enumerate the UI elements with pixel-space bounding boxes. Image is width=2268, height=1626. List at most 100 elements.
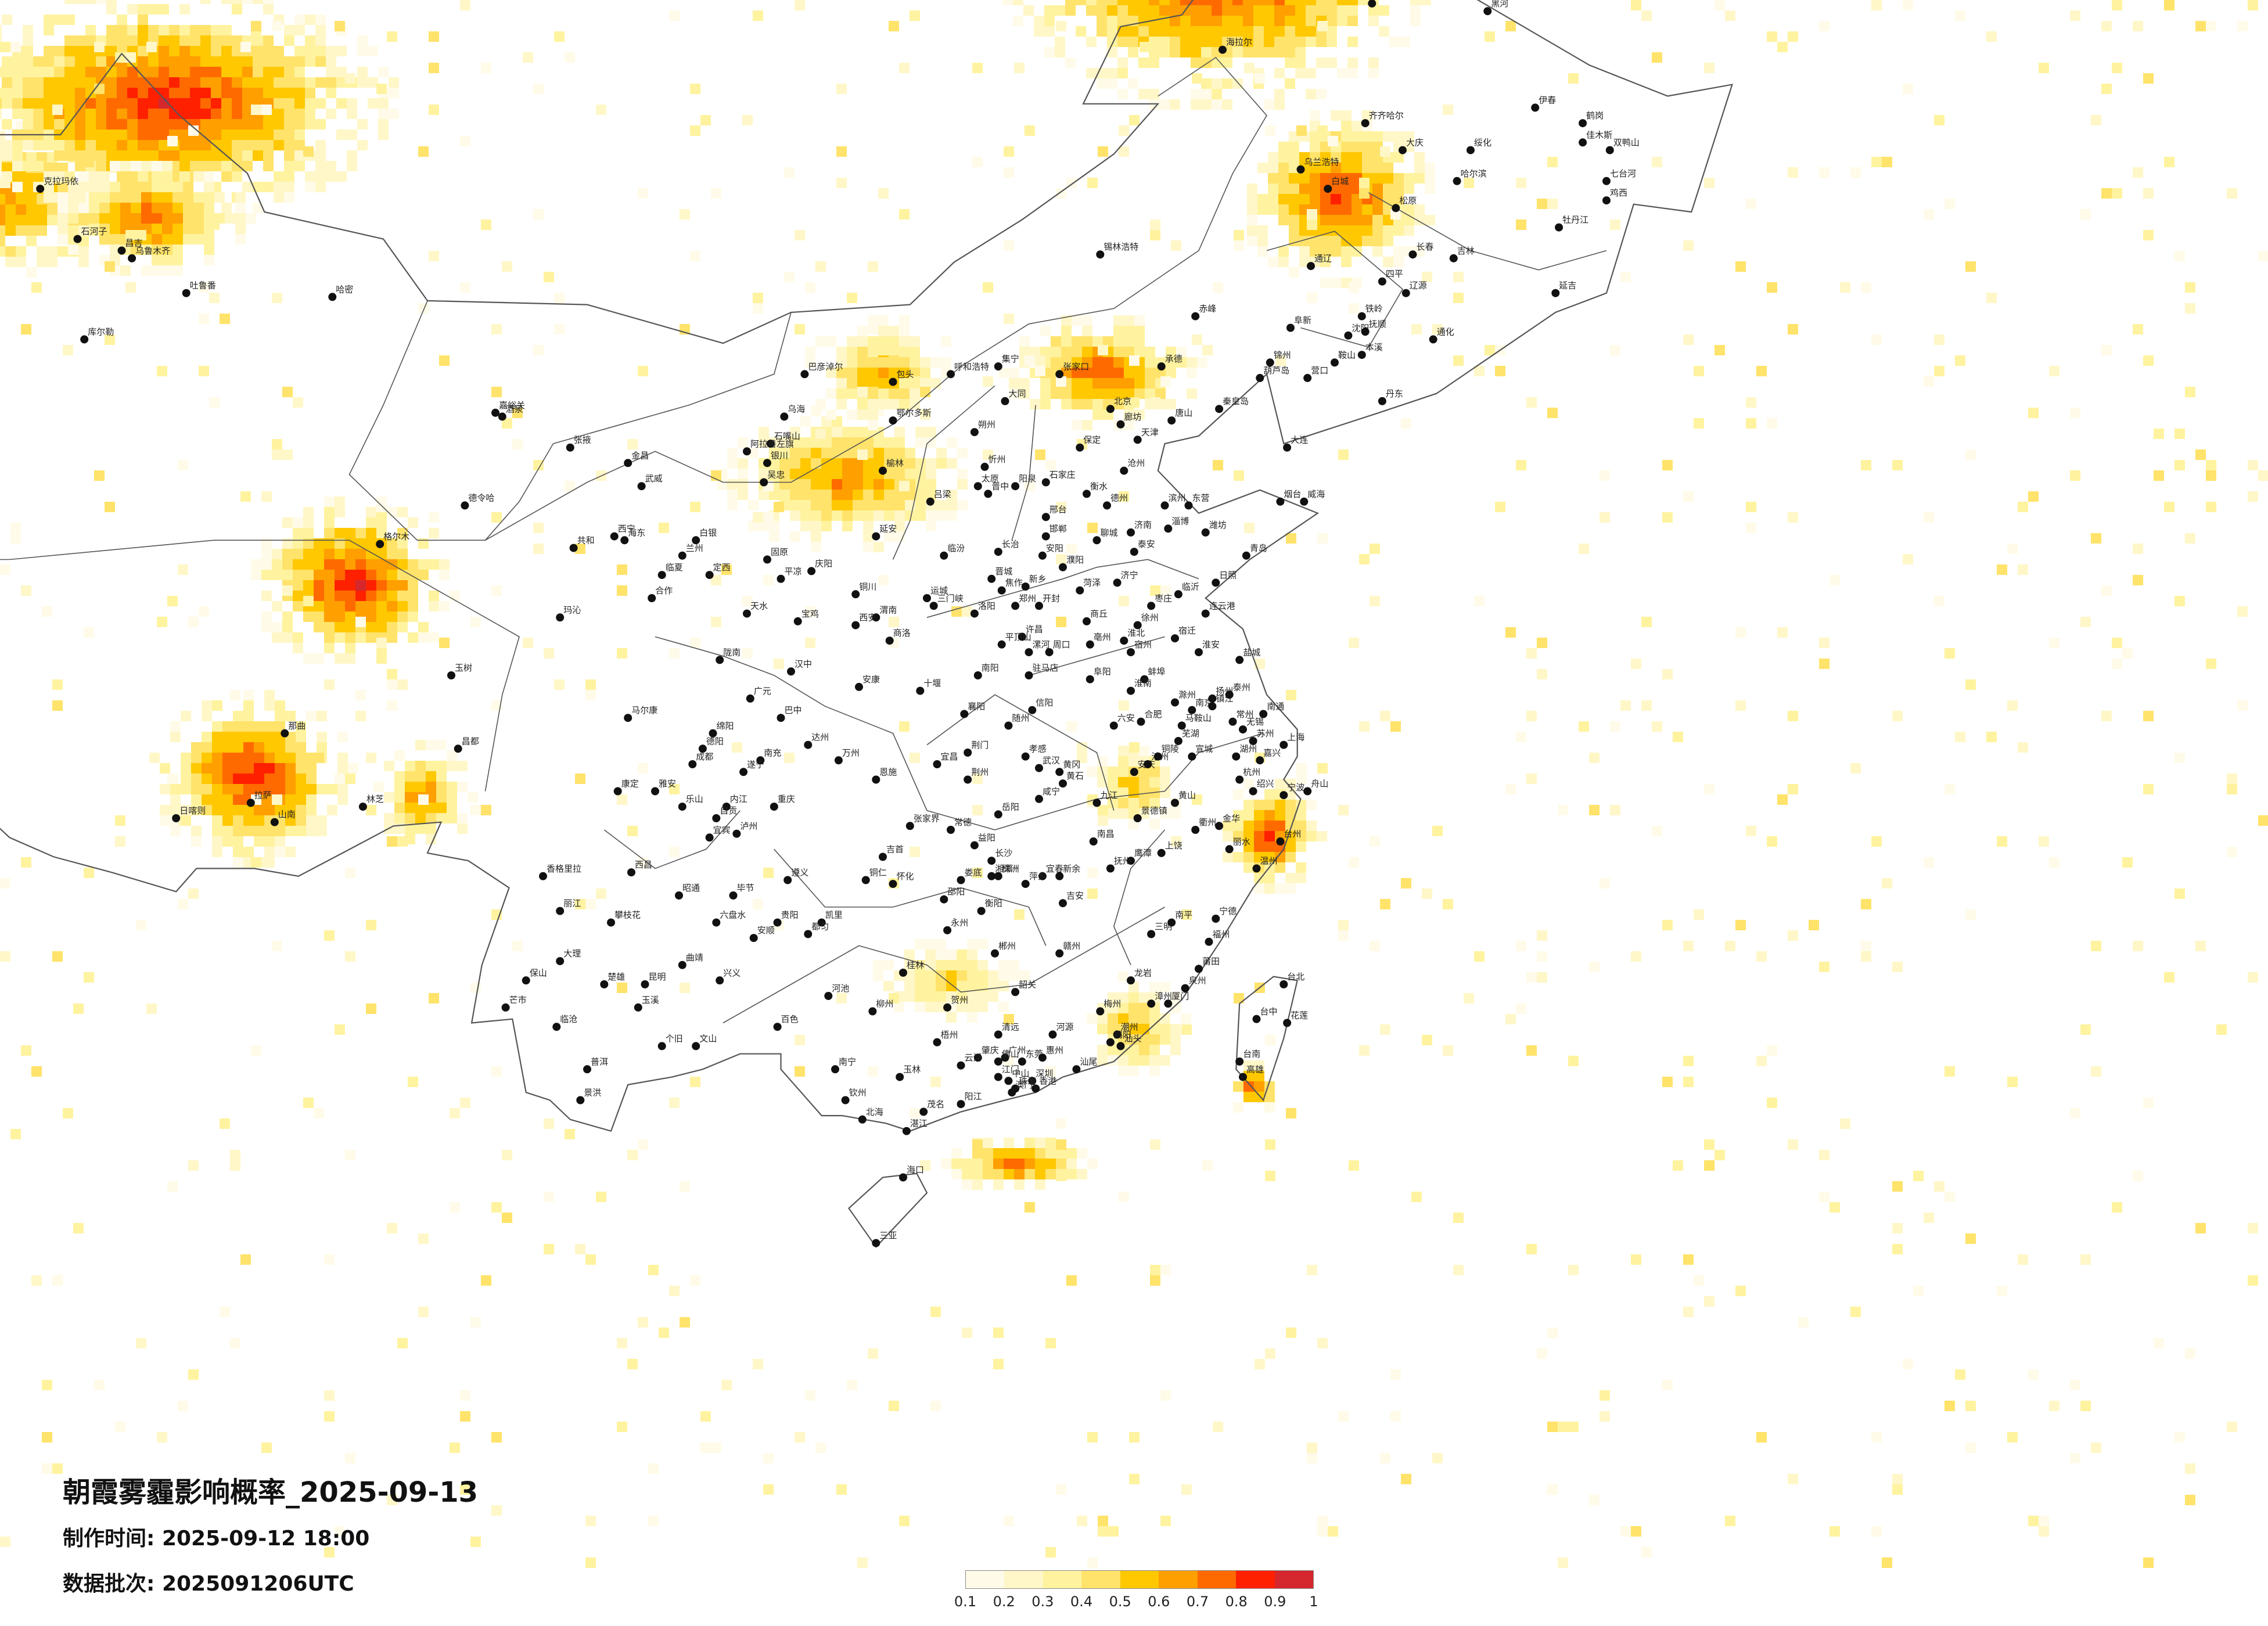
haze-cell (512, 941, 523, 951)
haze-cell (1892, 1181, 1903, 1192)
haze-cell (1181, 1024, 1192, 1035)
city-label: 银川 (771, 450, 788, 461)
haze-cell (1352, 152, 1362, 163)
haze-cell (68, 182, 78, 192)
haze-cell (376, 512, 387, 523)
city-label: 牡丹江 (1562, 215, 1588, 225)
haze-cell (23, 35, 33, 46)
haze-cell (967, 991, 977, 1002)
haze-cell (37, 225, 47, 236)
haze-cell (1362, 152, 1372, 163)
haze-cell (253, 203, 263, 213)
haze-cell (1072, 347, 1082, 357)
haze-cell (284, 150, 294, 161)
haze-cell (910, 336, 920, 347)
haze-cell (972, 1139, 983, 1150)
haze-cell (1349, 282, 1359, 293)
haze-cell (222, 815, 233, 826)
haze-cell (1098, 345, 1108, 355)
haze-cell (211, 67, 221, 77)
haze-cell (1061, 336, 1072, 347)
haze-cell (209, 397, 220, 408)
haze-cell (847, 1380, 857, 1390)
haze-cell (983, 1159, 993, 1169)
haze-cell (23, 77, 33, 88)
city-dot (678, 551, 686, 560)
haze-cell (68, 225, 78, 236)
haze-cell (853, 469, 863, 479)
haze-cell (1620, 700, 1631, 711)
haze-cell (52, 1275, 63, 1286)
haze-cell (1662, 512, 1673, 523)
haze-cell (251, 105, 261, 115)
haze-cell (1128, 787, 1139, 798)
haze-cell (1285, 37, 1295, 47)
haze-cell (1107, 78, 1117, 89)
haze-cell (78, 246, 89, 257)
haze-cell (450, 1202, 460, 1213)
haze-cell (284, 109, 294, 119)
haze-cell (910, 753, 920, 763)
haze-cell (1286, 1108, 1296, 1118)
haze-cell (1160, 808, 1170, 819)
haze-cell (491, 585, 502, 596)
haze-cell (127, 67, 138, 77)
haze-cell (253, 182, 263, 192)
haze-cell (274, 46, 284, 56)
haze-cell (2185, 282, 2195, 293)
haze-cell (1223, 852, 1233, 862)
haze-cell (232, 161, 242, 171)
haze-cell (243, 847, 254, 857)
haze-cell (565, 52, 575, 63)
haze-cell (1299, 194, 1310, 204)
haze-cell (376, 611, 387, 622)
haze-cell (152, 171, 162, 182)
haze-cell (1307, 1442, 1317, 1453)
haze-cell (1166, 357, 1176, 368)
haze-cell (242, 56, 253, 67)
haze-cell (326, 46, 336, 56)
haze-cell (68, 203, 78, 213)
haze-cell (957, 991, 967, 1002)
haze-cell (491, 1202, 502, 1213)
haze-cell (117, 150, 127, 161)
city-marker: 张掖 (566, 435, 591, 452)
haze-cell (26, 215, 37, 225)
city-marker: 海拉尔 (1219, 37, 1252, 54)
haze-cell (136, 1338, 146, 1348)
haze-cell (779, 458, 790, 469)
haze-cell (85, 35, 96, 46)
haze-cell (1035, 449, 1045, 460)
haze-cell (1320, 278, 1331, 288)
haze-cell (1610, 805, 1620, 815)
haze-cell (131, 203, 141, 213)
haze-cell (1087, 868, 1098, 878)
city-dot (855, 682, 863, 691)
haze-cell (232, 56, 242, 67)
city-dot (1555, 223, 1563, 232)
haze-cell (2, 56, 12, 67)
haze-cell (251, 857, 261, 868)
haze-cell (2154, 470, 2164, 481)
haze-cell (1316, 0, 1327, 5)
haze-cell (1850, 167, 1861, 178)
haze-cell (1243, 821, 1254, 831)
haze-cell (52, 679, 63, 690)
haze-cell (1704, 1160, 1715, 1171)
haze-cell (753, 10, 763, 21)
haze-cell (222, 753, 233, 763)
haze-cell (1065, 5, 1076, 16)
haze-cell (1285, 16, 1295, 26)
haze-cell (345, 774, 355, 784)
haze-cell (967, 981, 977, 991)
haze-cell (2154, 429, 2164, 439)
haze-cell (544, 272, 554, 282)
haze-cell (904, 991, 915, 1002)
haze-cell (274, 119, 284, 129)
haze-cell (282, 559, 293, 570)
city-markers: 加格达奇黑河海拉尔伊春鹤岗佳木斯齐齐哈尔绥化双鸭山大庆哈尔滨七台河乌兰浩特白城鸡… (36, 0, 1640, 1247)
haze-cell (127, 109, 138, 119)
haze-cell (910, 388, 920, 399)
haze-cell (2070, 1380, 2080, 1390)
